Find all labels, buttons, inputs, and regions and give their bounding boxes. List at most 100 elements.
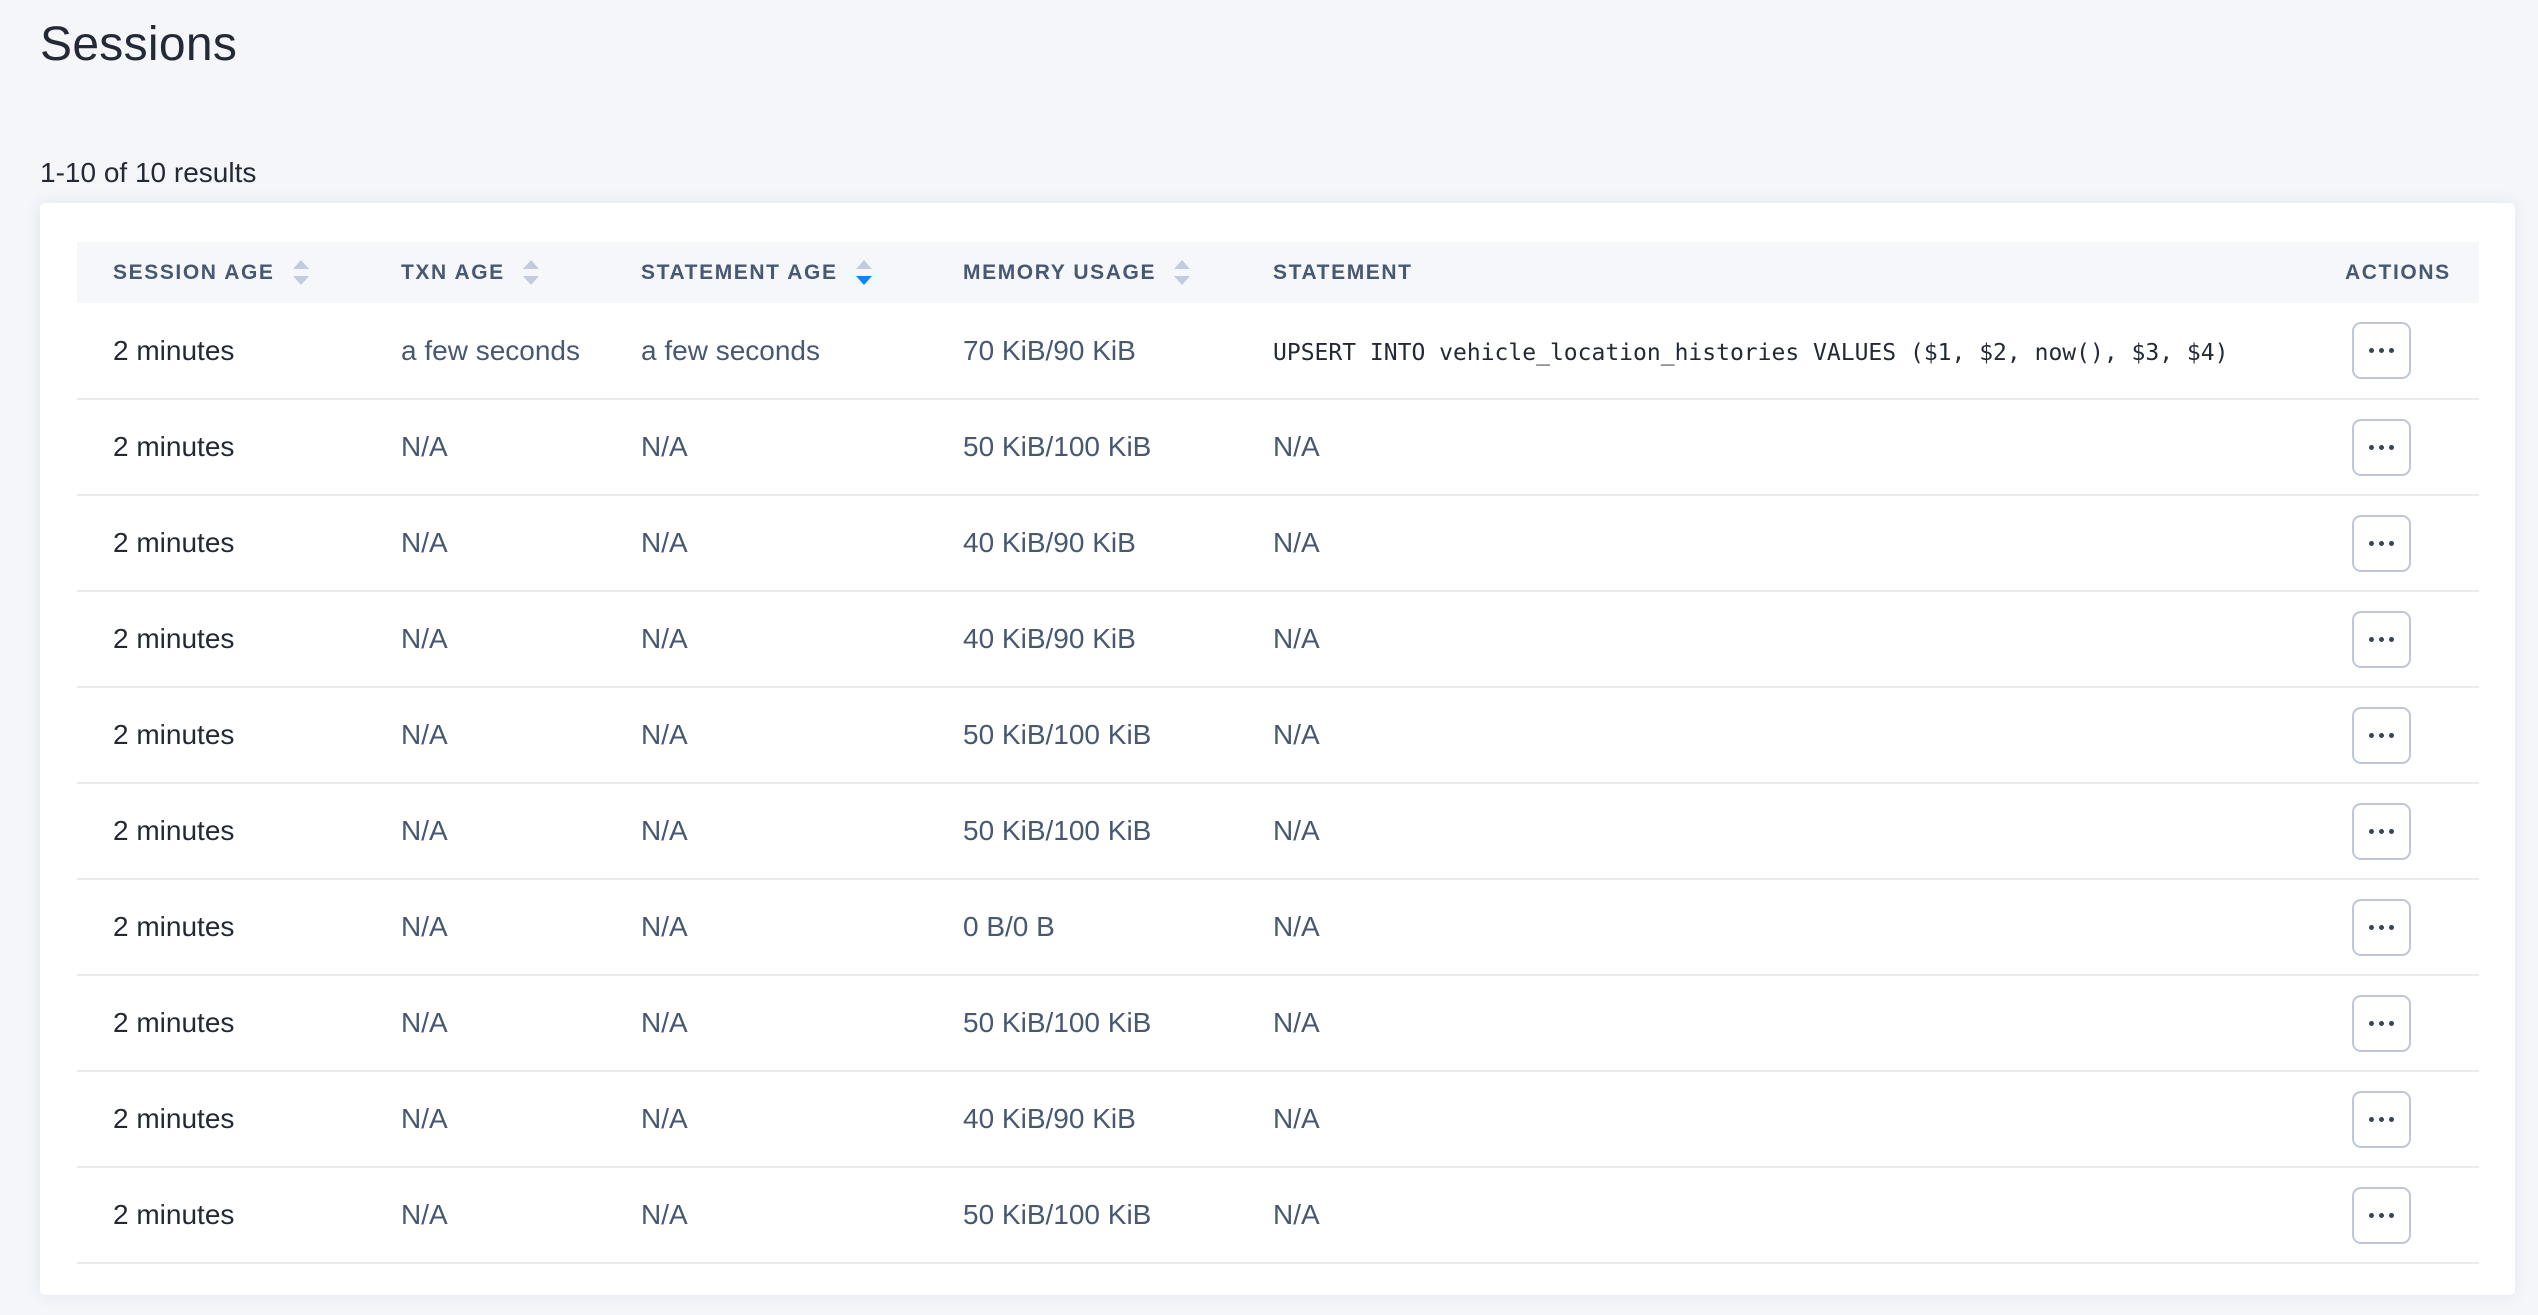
ellipsis-dot xyxy=(2369,1212,2374,1218)
column-label: MEMORY USAGE xyxy=(963,260,1157,284)
cell-session-age: 2 minutes xyxy=(77,303,401,400)
cell-actions xyxy=(2345,495,2479,592)
table-row: 2 minutes N/A N/A 40 KiB/90 KiB N/A xyxy=(77,1071,2479,1168)
row-actions-button[interactable] xyxy=(2352,706,2411,764)
ellipsis-icon xyxy=(2369,444,2394,450)
ellipsis-icon xyxy=(2369,1020,2394,1026)
table-row: 2 minutes N/A N/A 40 KiB/90 KiB N/A xyxy=(77,495,2479,592)
cell-statement: UPSERT INTO vehicle_location_histories V… xyxy=(1273,303,2345,400)
cell-statement: N/A xyxy=(1273,783,2345,880)
column-header-session-age[interactable]: SESSION AGE xyxy=(77,242,401,303)
row-actions-button[interactable] xyxy=(2352,610,2411,668)
cell-memory-usage: 40 KiB/90 KiB xyxy=(963,495,1273,592)
row-actions-button[interactable] xyxy=(2352,802,2411,860)
cell-statement: N/A xyxy=(1273,975,2345,1072)
table-row: 2 minutes a few seconds a few seconds 70 Ki… xyxy=(77,303,2479,400)
cell-memory-usage: 50 KiB/100 KiB xyxy=(963,399,1273,496)
ellipsis-dot xyxy=(2389,540,2394,546)
sort-up-icon xyxy=(522,260,539,269)
cell-txn-age: N/A xyxy=(401,879,641,976)
row-actions-button[interactable] xyxy=(2352,322,2411,379)
cell-txn-age: N/A xyxy=(401,495,641,592)
cell-txn-age: N/A xyxy=(401,975,641,1072)
statement-text: N/A xyxy=(1273,815,1320,846)
sort-arrows-icon xyxy=(292,260,309,285)
cell-memory-usage: 50 KiB/100 KiB xyxy=(963,783,1273,880)
row-actions-button[interactable] xyxy=(2352,514,2411,572)
column-header-actions: ACTIONS xyxy=(2345,242,2479,303)
ellipsis-dot xyxy=(2379,636,2384,642)
ellipsis-dot xyxy=(2389,924,2394,930)
row-actions-button[interactable] xyxy=(2352,418,2411,476)
cell-memory-usage: 40 KiB/90 KiB xyxy=(963,591,1273,688)
ellipsis-dot xyxy=(2379,828,2384,834)
cell-statement: N/A xyxy=(1273,591,2345,688)
column-label: ACTIONS xyxy=(2345,260,2451,284)
statement-text: N/A xyxy=(1273,1199,1320,1230)
column-label: SESSION AGE xyxy=(113,260,275,284)
cell-statement-age: N/A xyxy=(641,1167,963,1264)
cell-session-age: 2 minutes xyxy=(77,879,401,976)
ellipsis-dot xyxy=(2369,924,2374,930)
statement-text: N/A xyxy=(1273,431,1320,462)
cell-txn-age: N/A xyxy=(401,783,641,880)
cell-txn-age: N/A xyxy=(401,1167,641,1264)
ellipsis-icon xyxy=(2369,732,2394,738)
cell-statement-age: a few seconds xyxy=(641,303,963,400)
column-header-statement-age[interactable]: STATEMENT AGE xyxy=(641,242,963,303)
ellipsis-dot xyxy=(2389,348,2394,353)
cell-statement-age: N/A xyxy=(641,1071,963,1168)
cell-memory-usage: 50 KiB/100 KiB xyxy=(963,1167,1273,1264)
ellipsis-dot xyxy=(2369,636,2374,642)
row-actions-button[interactable] xyxy=(2352,1186,2411,1244)
sort-up-icon xyxy=(855,260,872,269)
cell-statement-age: N/A xyxy=(641,591,963,688)
column-label: STATEMENT AGE xyxy=(641,260,838,284)
ellipsis-dot xyxy=(2369,732,2374,738)
statement-text: N/A xyxy=(1273,911,1320,942)
ellipsis-dot xyxy=(2379,1020,2384,1026)
cell-session-age: 2 minutes xyxy=(77,399,401,496)
ellipsis-dot xyxy=(2369,444,2374,450)
table-row: 2 minutes N/A N/A 50 KiB/100 KiB N/A xyxy=(77,687,2479,784)
statement-text: N/A xyxy=(1273,527,1320,558)
ellipsis-dot xyxy=(2369,348,2374,353)
statement-text: N/A xyxy=(1273,1007,1320,1038)
cell-txn-age: a few seconds xyxy=(401,303,641,400)
ellipsis-icon xyxy=(2369,636,2394,642)
ellipsis-dot xyxy=(2379,348,2384,353)
sessions-table: SESSION AGE TXN AGE STATEMENT AGE MEMORY US… xyxy=(77,242,2479,1264)
cell-txn-age: N/A xyxy=(401,1071,641,1168)
cell-memory-usage: 50 KiB/100 KiB xyxy=(963,687,1273,784)
cell-memory-usage: 0 B/0 B xyxy=(963,879,1273,976)
cell-statement: N/A xyxy=(1273,495,2345,592)
row-actions-button[interactable] xyxy=(2352,994,2411,1052)
cell-session-age: 2 minutes xyxy=(77,975,401,1072)
ellipsis-dot xyxy=(2379,1116,2384,1122)
cell-statement-age: N/A xyxy=(641,687,963,784)
statement-text: N/A xyxy=(1273,719,1320,750)
cell-actions xyxy=(2345,591,2479,688)
column-header-memory-usage[interactable]: MEMORY USAGE xyxy=(963,242,1273,303)
cell-memory-usage: 70 KiB/90 KiB xyxy=(963,303,1273,400)
row-actions-button[interactable] xyxy=(2352,1090,2411,1148)
cell-txn-age: N/A xyxy=(401,687,641,784)
cell-txn-age: N/A xyxy=(401,591,641,688)
cell-session-age: 2 minutes xyxy=(77,495,401,592)
ellipsis-icon xyxy=(2369,828,2394,834)
cell-statement: N/A xyxy=(1273,687,2345,784)
column-header-txn-age[interactable]: TXN AGE xyxy=(401,242,641,303)
cell-statement-age: N/A xyxy=(641,495,963,592)
cell-statement-age: N/A xyxy=(641,879,963,976)
ellipsis-dot xyxy=(2369,1116,2374,1122)
ellipsis-dot xyxy=(2369,540,2374,546)
ellipsis-dot xyxy=(2389,1020,2394,1026)
ellipsis-dot xyxy=(2379,540,2384,546)
ellipsis-icon xyxy=(2369,1116,2394,1122)
table-row: 2 minutes N/A N/A 0 B/0 B N/A xyxy=(77,879,2479,976)
table-row: 2 minutes N/A N/A 50 KiB/100 KiB N/A xyxy=(77,399,2479,496)
cell-actions xyxy=(2345,687,2479,784)
statement-text: UPSERT INTO vehicle_location_histories V… xyxy=(1273,339,2229,366)
row-actions-button[interactable] xyxy=(2352,898,2411,956)
table-row: 2 minutes N/A N/A 40 KiB/90 KiB N/A xyxy=(77,591,2479,688)
